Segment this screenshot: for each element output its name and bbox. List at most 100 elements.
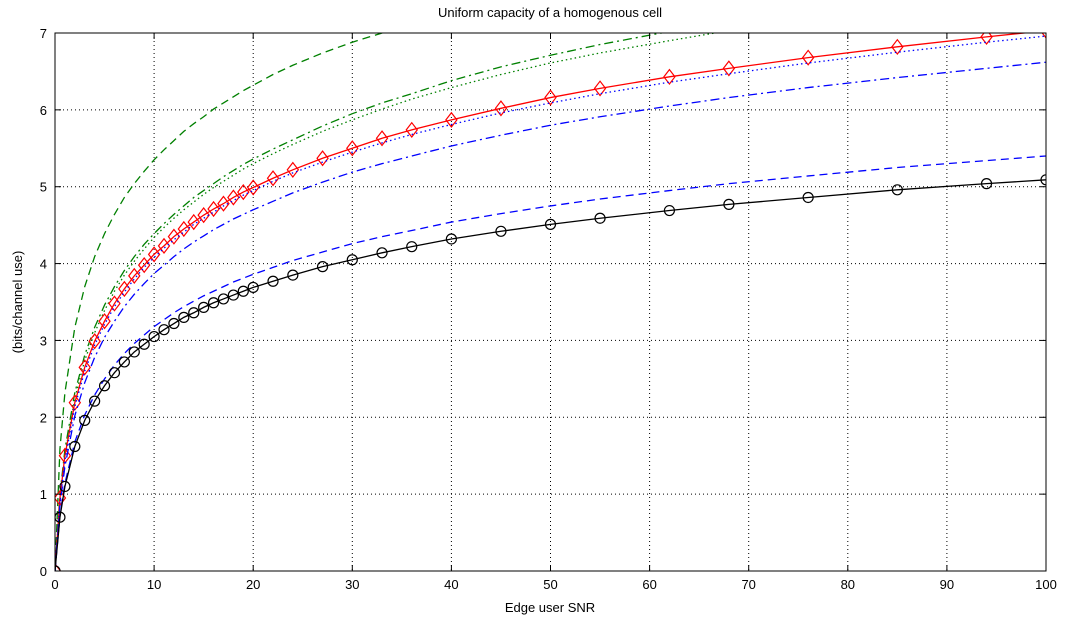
data-point [801, 49, 815, 66]
y-tick-label: 0 [40, 564, 47, 579]
data-point [346, 254, 358, 266]
x-tick-label: 100 [1035, 577, 1057, 592]
data-point [891, 38, 904, 55]
series-7 [55, 174, 1046, 571]
data-point [137, 256, 151, 274]
data-point [802, 191, 814, 204]
data-point [445, 111, 458, 128]
data-point [405, 121, 419, 138]
data-point [98, 380, 111, 392]
data-point [544, 89, 557, 106]
x-tick-label: 90 [940, 577, 954, 592]
y-tick-label: 4 [40, 257, 47, 272]
data-point [207, 200, 220, 218]
data-point [1040, 174, 1046, 186]
y-tick-label: 6 [40, 103, 47, 118]
data-point [227, 189, 240, 206]
data-point [89, 395, 101, 407]
x-axis-label: Edge user SNR [505, 600, 595, 615]
data-point [287, 269, 299, 281]
data-point [663, 204, 676, 217]
data-point [376, 247, 388, 259]
data-point [594, 212, 606, 224]
data-point [246, 179, 260, 196]
series-line [55, 33, 1030, 571]
data-point [316, 150, 329, 167]
data-point [217, 195, 230, 212]
data-point [69, 440, 81, 453]
series-5 [55, 61, 1046, 571]
data-point [375, 130, 389, 147]
series-4 [55, 35, 1046, 571]
data-point [593, 80, 607, 97]
y-tick-label: 5 [40, 180, 47, 195]
x-tick-label: 30 [345, 577, 359, 592]
data-point [55, 562, 62, 571]
data-point [167, 228, 181, 245]
data-point [157, 237, 171, 255]
series-line [55, 35, 1046, 571]
data-point [286, 161, 300, 178]
data-point [78, 359, 91, 376]
y-tick-label: 2 [40, 410, 47, 425]
y-axis-label: (bits/channel use) [10, 251, 25, 354]
x-tick-label: 40 [444, 577, 458, 592]
data-point [445, 233, 457, 245]
data-point [148, 330, 160, 343]
series-line [55, 61, 1046, 571]
data-point [663, 68, 676, 85]
data-point [217, 293, 230, 305]
data-point [198, 301, 210, 313]
data-point [494, 100, 508, 117]
ticks: 0 10 20 30 40 50 60 70 80 90 100 0 1 2 3 4 5 6 7 [40, 26, 1057, 592]
grid [55, 33, 1046, 571]
data-point [247, 281, 259, 293]
data-point [55, 511, 66, 523]
data-point [197, 207, 210, 224]
data-point [980, 33, 993, 45]
data-point [178, 311, 190, 323]
x-tick-label: 50 [543, 577, 557, 592]
data-point [495, 225, 507, 237]
y-tick-label: 7 [40, 26, 47, 41]
series-layer [55, 33, 1046, 571]
data-point [346, 140, 359, 157]
series-line [55, 33, 665, 571]
x-tick-label: 20 [246, 577, 260, 592]
series-line [55, 155, 1046, 571]
x-tick-label: 10 [147, 577, 161, 592]
data-point [59, 480, 71, 493]
data-point [118, 356, 130, 368]
data-point [79, 414, 91, 426]
data-point [138, 338, 150, 350]
data-point [187, 213, 200, 231]
x-tick-label: 0 [51, 577, 58, 592]
y-tick-label: 3 [40, 333, 47, 348]
data-point [406, 241, 418, 253]
data-point [891, 184, 903, 196]
data-point [177, 220, 191, 238]
data-point [237, 285, 249, 297]
data-point [158, 324, 170, 336]
data-point [723, 198, 735, 210]
series-line [55, 33, 720, 571]
data-point [980, 178, 993, 190]
data-point [316, 261, 329, 273]
series-2 [55, 33, 720, 571]
series-1 [55, 33, 665, 571]
series-6 [55, 155, 1046, 571]
data-point [128, 267, 141, 285]
data-point [108, 367, 121, 379]
data-point [128, 346, 140, 358]
data-point [188, 307, 200, 319]
data-point [88, 333, 101, 350]
data-point [227, 289, 239, 301]
data-point [168, 317, 180, 330]
x-tick-label: 70 [741, 577, 755, 592]
series-3 [55, 33, 1046, 571]
data-point [722, 60, 736, 77]
x-tick-label: 80 [841, 577, 855, 592]
data-point [266, 170, 280, 187]
y-tick-label: 1 [40, 487, 47, 502]
chart-title: Uniform capacity of a homogenous cell [438, 5, 662, 20]
